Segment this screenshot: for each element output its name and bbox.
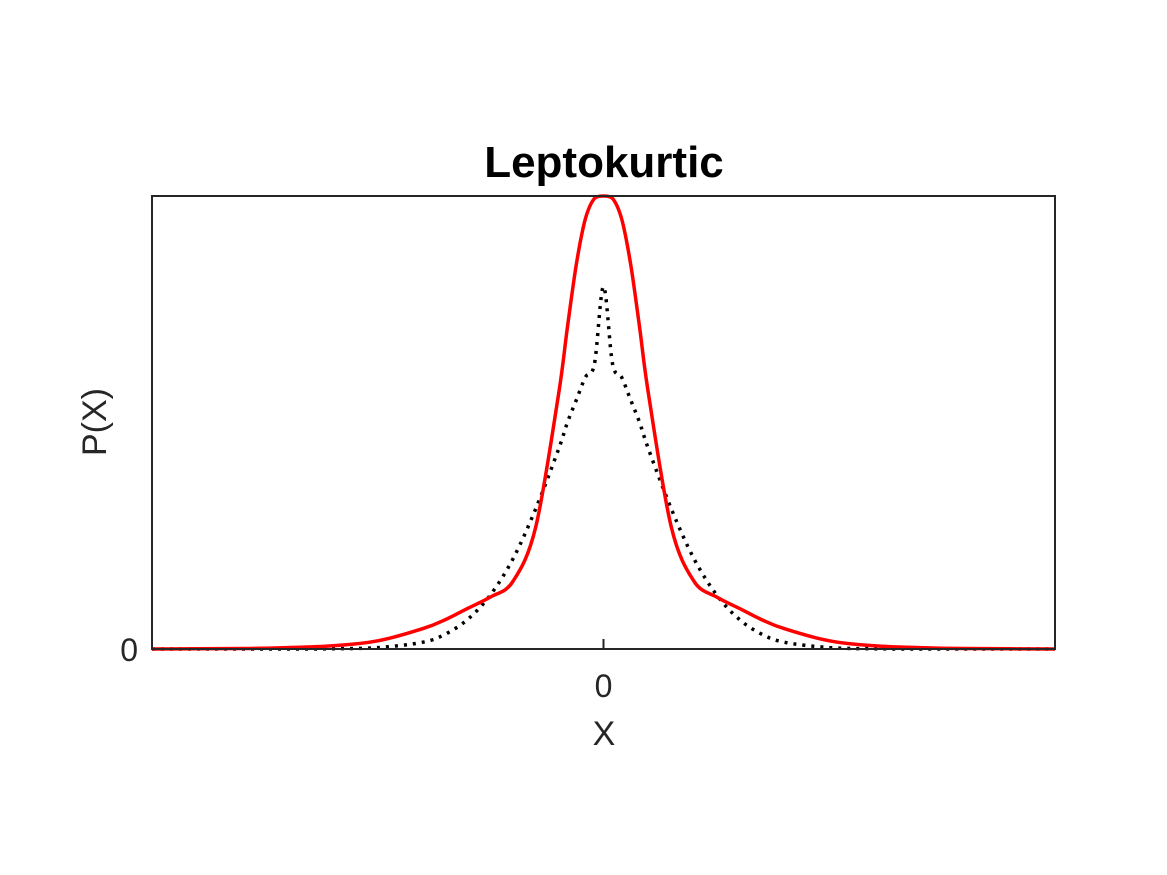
plot-frame (151, 195, 1056, 650)
ticks: 00 (120, 632, 612, 704)
x-tick-label: 0 (595, 668, 613, 704)
series-line-dotted (152, 284, 1055, 651)
x-axis-label: X (593, 715, 616, 753)
y-axis-label: P(X) (76, 388, 114, 456)
y-tick-label: 0 (120, 632, 138, 668)
chart-title: Leptokurtic (484, 138, 724, 187)
series-line-solid (151, 194, 1056, 651)
plot-area (151, 194, 1056, 651)
